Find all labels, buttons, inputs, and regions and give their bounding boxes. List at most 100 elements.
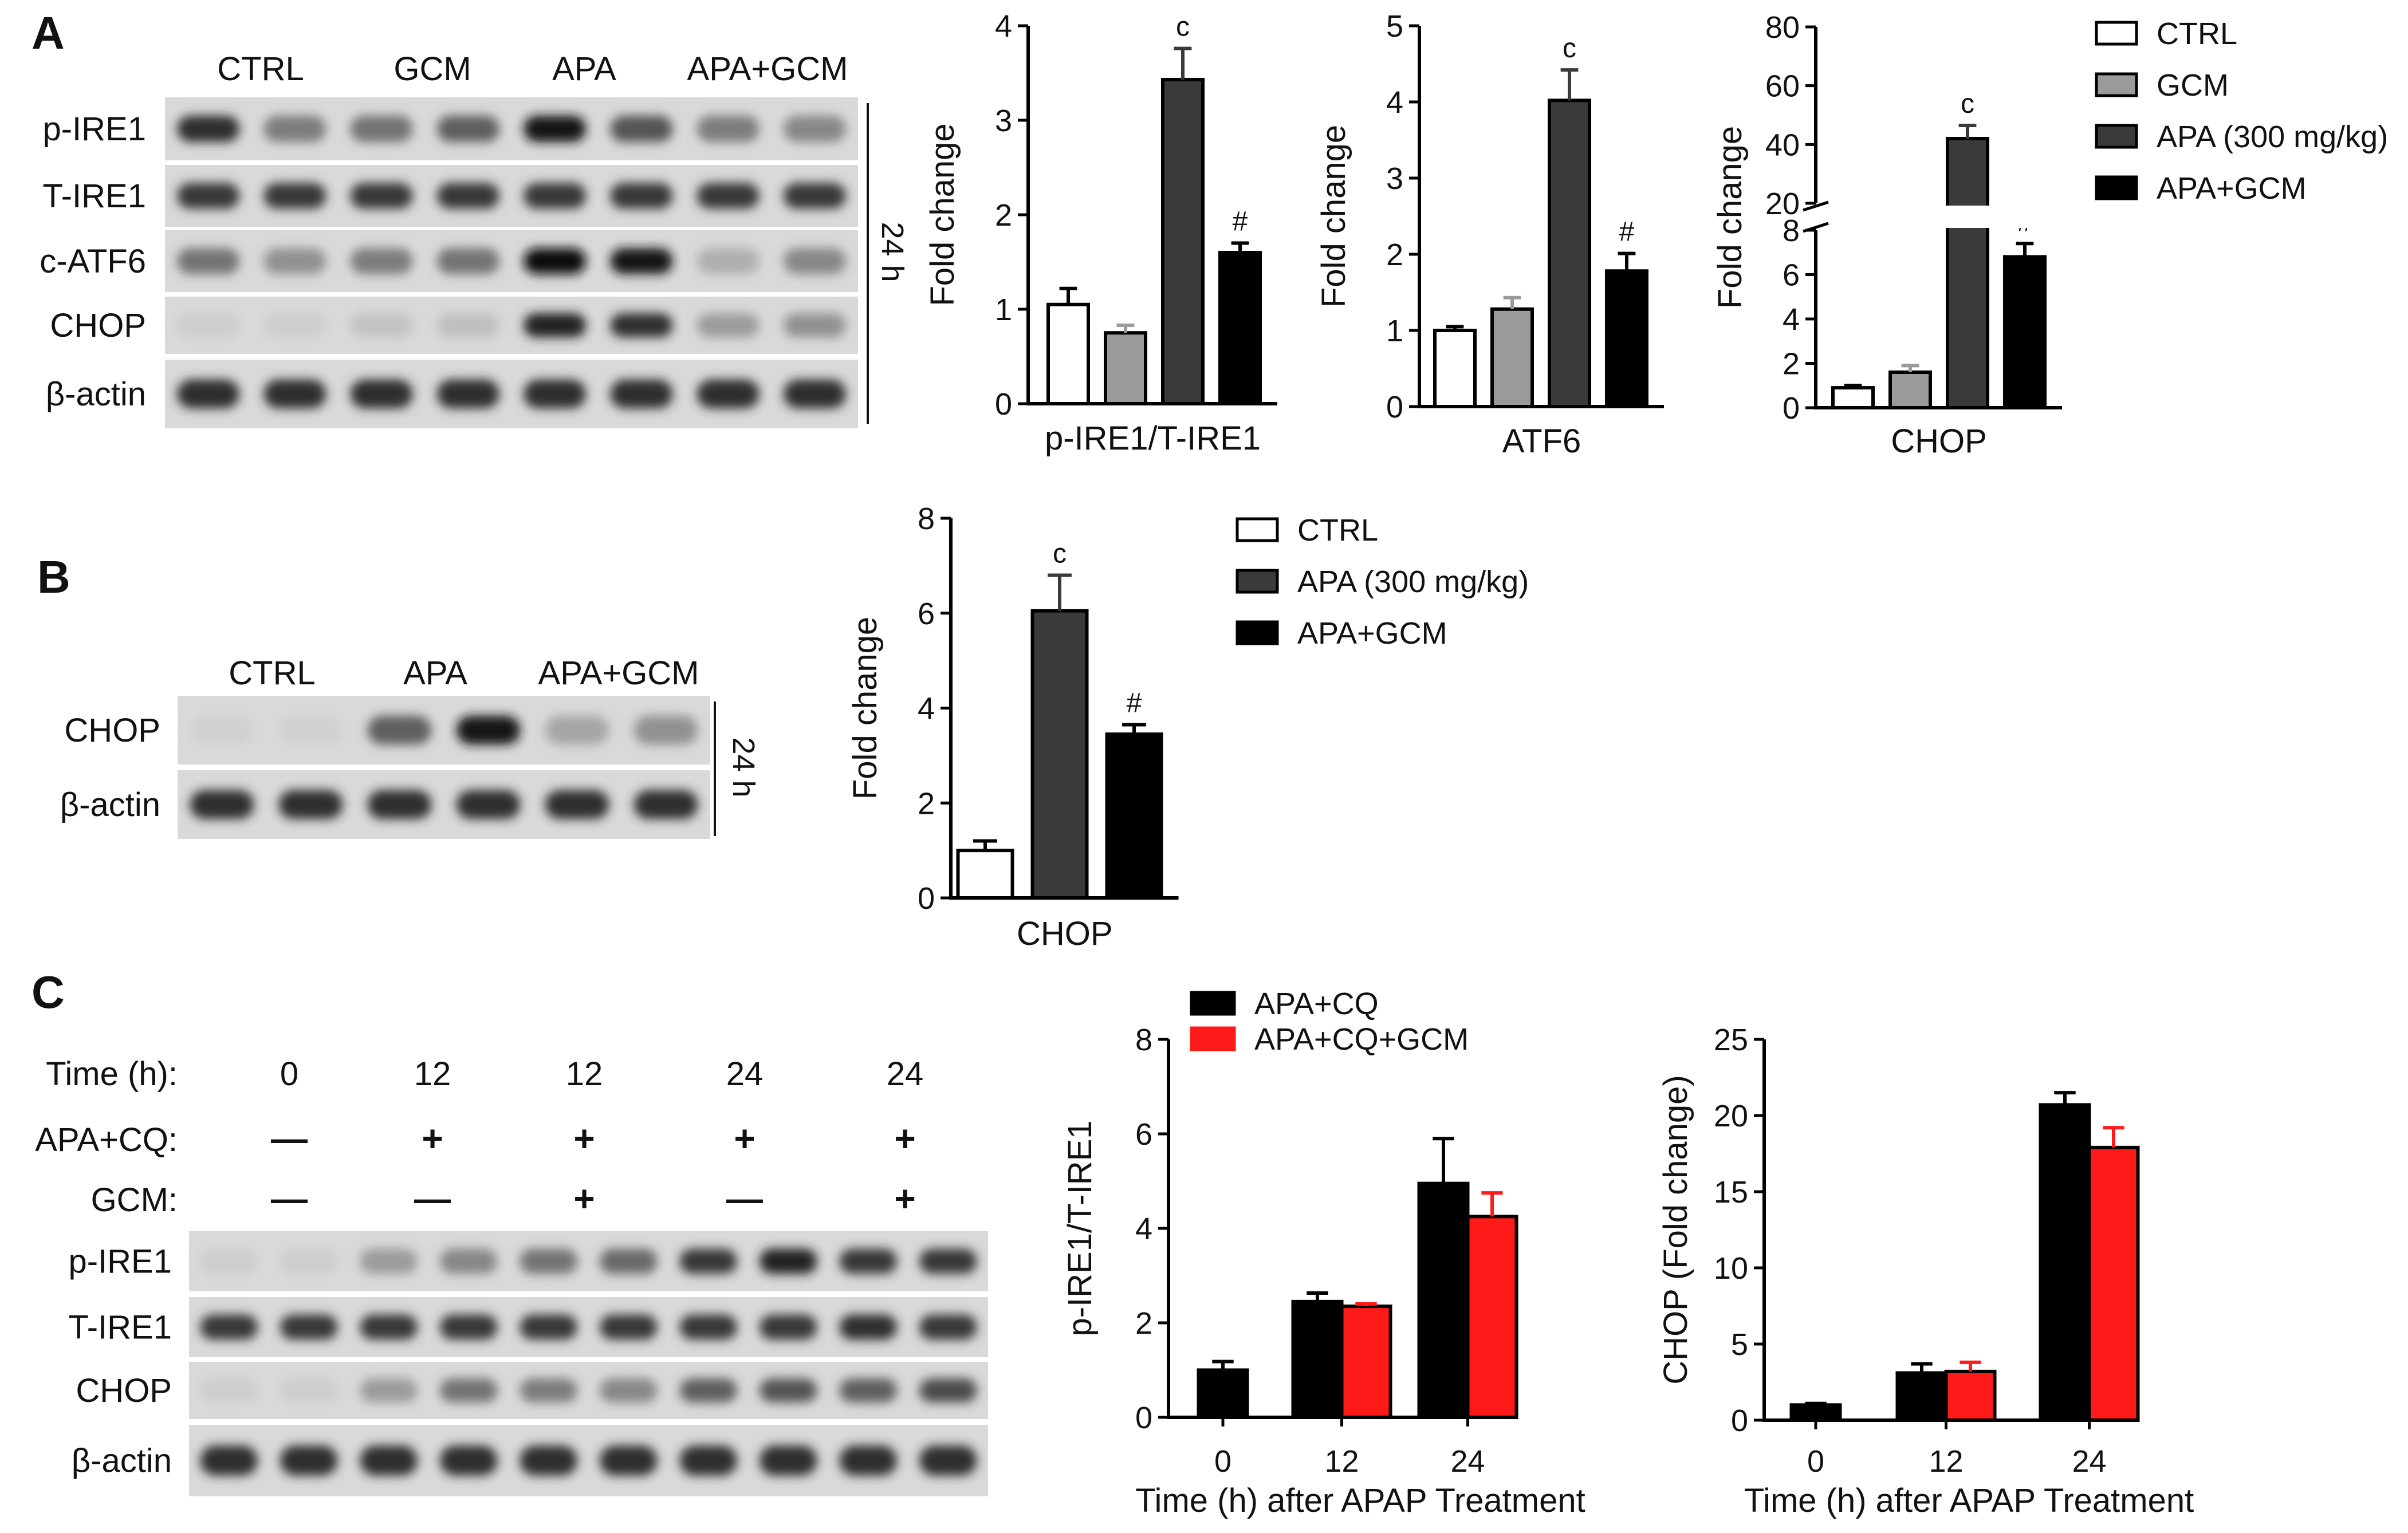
y-tick-label: 6	[918, 597, 935, 631]
y-tick-label: 4	[1386, 85, 1403, 120]
legend-swatch	[1236, 569, 1279, 594]
blot-strip-β-actin	[178, 770, 710, 839]
blot-band	[360, 1445, 418, 1476]
blot-band	[360, 1314, 418, 1340]
blot-band	[367, 790, 432, 819]
lane-label: GCM	[394, 50, 471, 88]
x-axis-label: CHOP	[1891, 423, 1987, 460]
x-tick-label: 0	[1214, 1444, 1231, 1479]
treatment-row-label: APA+CQ:	[35, 1121, 178, 1158]
blot-band	[600, 1248, 658, 1274]
blot-band	[440, 1378, 498, 1402]
treatment-value: +	[573, 1118, 595, 1159]
legend-label: APA (300 mg/kg)	[2157, 120, 2388, 154]
blot-band	[610, 183, 673, 209]
x-axis-label: p-IRE1/T-IRE1	[1045, 420, 1261, 457]
blot-band	[177, 313, 240, 337]
blot-band	[350, 115, 413, 143]
legend-label: CTRL	[1297, 513, 1378, 547]
lane-label: APA+GCM	[538, 655, 699, 692]
bar	[1218, 251, 1262, 405]
blot-band	[436, 379, 499, 409]
blot-band	[545, 715, 609, 745]
legend-label: CTRL	[2157, 17, 2237, 51]
legend-swatch	[2095, 175, 2138, 200]
row-label: p-IRE1	[68, 1243, 172, 1280]
x-tick-label: 12	[1929, 1444, 1963, 1479]
gcm-value: —	[414, 1178, 451, 1219]
y-tick-label: 2	[995, 198, 1012, 232]
significance-label: #	[1233, 207, 1248, 237]
blot-band	[360, 1248, 418, 1274]
blot-strip-c-ATF6	[165, 230, 858, 292]
y-tick-label: 0	[1731, 1404, 1748, 1438]
strip-background	[178, 770, 710, 839]
blot-band	[520, 1378, 577, 1402]
blot-band	[436, 313, 499, 337]
y-tick-label: 8	[1135, 1023, 1152, 1057]
significance-label: c	[1053, 538, 1067, 569]
x-axis-label: ATF6	[1502, 423, 1581, 460]
y-axis-label: Fold change	[1711, 126, 1749, 309]
axis-break-gap	[1799, 206, 2062, 228]
bar-secondary	[2087, 1145, 2140, 1422]
blot-band	[610, 379, 673, 409]
blot-band	[783, 379, 846, 409]
legend-swatch	[2095, 124, 2138, 149]
significance-label: c	[1176, 12, 1190, 42]
significance-label: c	[1563, 33, 1576, 64]
blot-band	[524, 379, 587, 409]
blot-band	[350, 248, 413, 274]
blot-band	[177, 183, 240, 209]
bar	[1046, 302, 1090, 405]
y-tick-label: 1	[995, 293, 1012, 327]
blot-band	[280, 1378, 338, 1402]
blot-band	[600, 1314, 658, 1340]
y-tick-label: 6	[1783, 258, 1800, 293]
panel-letter-A: A	[32, 7, 65, 58]
blot-band	[524, 248, 587, 274]
bar-primary	[1789, 1403, 1842, 1422]
y-tick-label: 60	[1765, 69, 1800, 104]
legend-swatch	[2095, 21, 2138, 46]
blot-band	[200, 1248, 258, 1274]
blot-band	[839, 1248, 897, 1274]
chart-4: 0 2 4 6 8 Fold change c # CHOP	[847, 502, 1179, 952]
significance-label: c	[1961, 89, 1974, 119]
blot-band	[679, 1378, 737, 1402]
x-axis-title: Time (h) after APAP Treatment	[1135, 1482, 1585, 1519]
panel-letter-B: B	[37, 551, 70, 602]
y-tick-label: 0	[1386, 390, 1403, 424]
lane-label: CTRL	[217, 50, 304, 88]
y-tick-label: 1	[1386, 314, 1403, 348]
x-tick-label: 24	[2072, 1444, 2106, 1479]
row-label: CHOP	[76, 1372, 172, 1409]
y-tick-label: 3	[1386, 161, 1403, 196]
x-tick-label: 12	[1324, 1444, 1359, 1479]
blot-band	[697, 313, 760, 337]
blot-band	[760, 1248, 817, 1274]
blot-band	[456, 715, 521, 745]
y-axis-label: p-IRE1/T-IRE1	[1061, 1120, 1099, 1336]
bar	[1490, 307, 1534, 409]
axis-break-mark	[1803, 222, 1829, 233]
row-label: T-IRE1	[69, 1309, 172, 1346]
time-value: 24	[887, 1055, 924, 1093]
blot-band	[436, 248, 499, 274]
blot-band	[350, 183, 413, 209]
bar	[1105, 732, 1163, 900]
treatment-value: +	[422, 1118, 443, 1159]
x-tick-label: 24	[1450, 1444, 1485, 1479]
blot-band	[760, 1314, 817, 1340]
bar	[1030, 609, 1089, 900]
y-tick-label: 2	[918, 786, 935, 821]
blot-band	[783, 115, 846, 143]
blot-band	[200, 1378, 258, 1402]
blot-band	[350, 313, 413, 337]
y-tick-label: 15	[1714, 1175, 1748, 1209]
blot-band	[679, 1248, 737, 1274]
